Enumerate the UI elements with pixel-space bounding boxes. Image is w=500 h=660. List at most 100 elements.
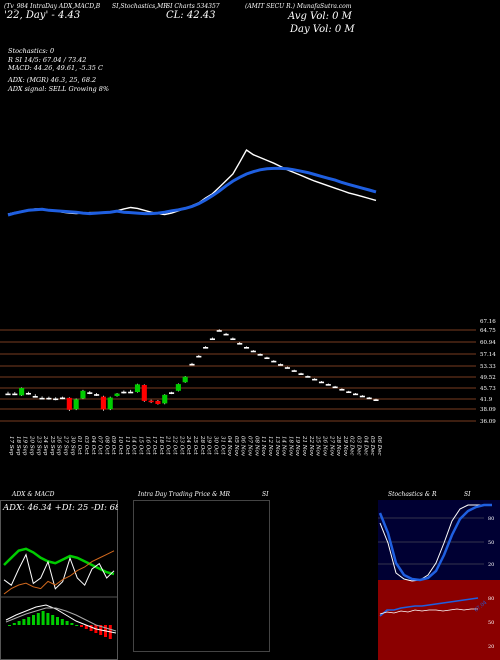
date-label: 21 Oct bbox=[165, 435, 171, 455]
date-label: 06 Nov bbox=[240, 436, 246, 457]
rsi-line bbox=[379, 597, 479, 617]
di-plus-line bbox=[3, 553, 115, 590]
date-label: 18 Sep bbox=[15, 436, 21, 456]
ema-slow-line bbox=[7, 148, 377, 216]
candle-body bbox=[134, 384, 141, 393]
candle-body bbox=[373, 399, 379, 401]
rsi-background bbox=[378, 580, 500, 660]
price-label: 38.09 bbox=[480, 407, 496, 413]
intraday-panel bbox=[133, 500, 270, 652]
stoch-panel-title: Stochastics & R bbox=[388, 491, 437, 498]
date-label: 27 Nov bbox=[328, 435, 334, 457]
candle-body bbox=[196, 355, 202, 358]
date-label: 17 Sep bbox=[8, 436, 14, 456]
candle-body bbox=[298, 373, 304, 375]
candle-body bbox=[278, 364, 284, 366]
candle-body bbox=[87, 392, 93, 394]
candle-body bbox=[284, 367, 290, 369]
candle-body bbox=[318, 381, 325, 384]
date-label: 13 Nov bbox=[274, 436, 280, 457]
candle-body bbox=[216, 330, 222, 332]
macd-bar bbox=[41, 611, 45, 625]
candle-body bbox=[46, 397, 52, 400]
macd-bar bbox=[36, 613, 40, 625]
date-label: 23 Oct bbox=[178, 435, 184, 455]
price-label: 36.09 bbox=[480, 419, 496, 425]
candle-body bbox=[148, 400, 154, 403]
candle-body bbox=[107, 397, 113, 410]
candle-body bbox=[230, 338, 236, 341]
date-label: 24 Oct bbox=[185, 435, 191, 455]
date-label: 30 Sep bbox=[69, 436, 75, 456]
candle-body bbox=[203, 347, 209, 349]
rsi-tick-label: 50 bbox=[488, 620, 494, 626]
price-chart: 67.16 64.75 60.94 57.14 53.33 49.52 45.73 41.9 3… bbox=[0, 148, 496, 457]
date-label: 23 Sep bbox=[35, 435, 41, 456]
header-mid1: SI,Stochastics,MR bbox=[112, 3, 168, 10]
candle-body bbox=[291, 370, 297, 372]
date-label: 03 Oct bbox=[83, 436, 89, 455]
candle-body bbox=[305, 376, 311, 378]
date-label: 04 Oct bbox=[90, 436, 96, 455]
date-label: 10 Oct bbox=[117, 436, 123, 455]
date-label: 26 Sep bbox=[56, 435, 62, 456]
rsi-readout: R SI 14/5: 67.04 / 73.42 bbox=[8, 56, 87, 64]
header-left-line2: '22, Day' - 4.43 bbox=[4, 10, 81, 21]
price-grid: 67.16 64.75 60.94 57.14 53.33 49.52 45.73 41.9 3… bbox=[0, 319, 496, 425]
candle-body bbox=[114, 393, 120, 397]
adx-macd-panel: ADX: 46.34 +DI: 25 -DI: 68.18 bbox=[0, 500, 118, 660]
candle-body bbox=[59, 397, 66, 400]
price-label: 67.16 bbox=[480, 319, 496, 325]
candle-body bbox=[359, 395, 365, 398]
macd-bar bbox=[70, 623, 74, 625]
date-label: 05 Nov bbox=[233, 436, 239, 457]
date-label: 08 Oct bbox=[103, 436, 109, 455]
macd-readout: MACD: 44.26, 49.61, -5.35 C bbox=[8, 64, 103, 72]
date-label: 02 Dec bbox=[349, 436, 355, 456]
macd-bar bbox=[65, 621, 69, 625]
candle-body bbox=[175, 384, 181, 391]
macd-bar bbox=[84, 625, 88, 629]
macd-bar bbox=[56, 617, 59, 625]
candle-body bbox=[169, 392, 175, 394]
date-label: 27 Sep bbox=[63, 435, 69, 456]
price-label: 60.94 bbox=[480, 340, 496, 346]
candle-body bbox=[94, 394, 100, 396]
candle-body bbox=[25, 392, 31, 395]
date-label: 07 Oct bbox=[97, 436, 103, 455]
date-label: 15 Oct bbox=[137, 436, 143, 455]
date-label: 26 Nov bbox=[321, 435, 327, 457]
date-label: 18 Nov bbox=[287, 436, 293, 457]
macd-bar bbox=[17, 621, 21, 625]
price-label: 41.9 bbox=[480, 397, 493, 403]
date-label: 11 Oct bbox=[124, 436, 130, 455]
date-label: 05 Dec bbox=[369, 436, 375, 456]
adx-signal: ADX signal: SELL Growing 8% bbox=[8, 85, 110, 93]
date-label: 01 Oct bbox=[76, 436, 82, 455]
date-label: 28 Oct bbox=[199, 435, 205, 455]
stoch-tick-label: 20 bbox=[488, 562, 494, 568]
date-label: 24 Sep bbox=[42, 435, 48, 456]
date-label: 28 Nov bbox=[335, 435, 341, 457]
date-label: 09 Oct bbox=[110, 436, 116, 455]
date-label: 29 Oct bbox=[206, 435, 212, 455]
macd-bar bbox=[27, 617, 31, 625]
date-label: 25 Nov bbox=[315, 435, 321, 457]
candle-body bbox=[271, 360, 277, 363]
date-label: 19 Sep bbox=[22, 436, 28, 456]
header-mid2: SI Charts 534357 bbox=[166, 3, 220, 10]
candle-body bbox=[73, 399, 79, 410]
macd-bar bbox=[89, 625, 93, 631]
day-volume: Day Vol: 0 M bbox=[290, 24, 355, 35]
header-left-line1: (Tv_984 IntraDay ADX,MACD,B bbox=[4, 3, 101, 10]
candle-body bbox=[312, 378, 318, 381]
di-minus-line bbox=[3, 550, 115, 595]
date-label: 04 Dec bbox=[362, 436, 368, 456]
candle-body bbox=[243, 347, 250, 349]
date-label: 08 Nov bbox=[253, 436, 259, 457]
date-label: 14 Nov bbox=[281, 436, 287, 457]
candle-body bbox=[264, 357, 270, 360]
candle-body bbox=[189, 363, 195, 366]
price-label: 57.14 bbox=[480, 352, 496, 358]
date-label: 04 Nov bbox=[226, 436, 232, 457]
